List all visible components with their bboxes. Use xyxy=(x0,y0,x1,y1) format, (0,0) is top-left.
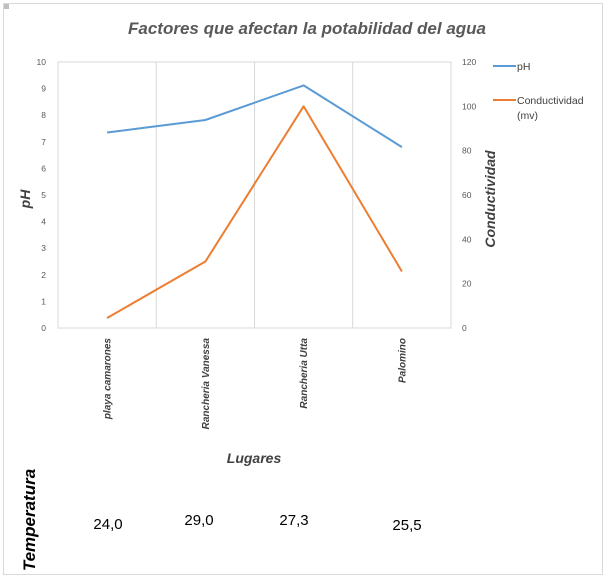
x-category-label: Palomino xyxy=(397,338,408,383)
y-right-tick-label: 120 xyxy=(462,57,476,67)
legend: pH Conductividad (mv) xyxy=(493,61,584,122)
y-left-tick-label: 9 xyxy=(41,84,46,94)
y-left-tick-label: 0 xyxy=(41,323,46,333)
legend-label: (mv) xyxy=(517,110,538,122)
x-axis-categories: playa camarones Rancheria Vanessa Rancheri… xyxy=(103,338,409,430)
y-left-tick-label: 3 xyxy=(41,243,46,253)
chart-frame xyxy=(3,3,603,575)
y-axis-right-ticks: 0 20 40 60 80 100 120 xyxy=(462,57,476,333)
temperature-value: 24,0 xyxy=(93,516,122,533)
x-category-label: Rancheria Vanessa xyxy=(201,338,212,430)
y-axis-left-ticks: 0 1 2 3 4 5 6 7 8 9 10 xyxy=(37,57,47,333)
y-right-tick-label: 100 xyxy=(462,101,476,111)
temperature-row-label: Temperatura xyxy=(20,469,39,571)
x-category-label: playa camarones xyxy=(103,338,114,421)
frame-corner-handle xyxy=(4,4,9,9)
x-axis-label: Lugares xyxy=(227,450,282,466)
y-left-tick-label: 1 xyxy=(41,296,46,306)
temperature-value: 25,5 xyxy=(392,517,421,534)
y-left-tick-label: 8 xyxy=(41,110,46,120)
y-axis-right-label: Conductividad xyxy=(482,150,498,248)
y-left-tick-label: 10 xyxy=(37,57,47,67)
y-right-tick-label: 60 xyxy=(462,190,472,200)
y-right-tick-label: 40 xyxy=(462,234,472,244)
temperature-value: 29,0 xyxy=(184,512,213,529)
legend-label: pH xyxy=(517,61,530,73)
temperature-value: 27,3 xyxy=(279,512,308,529)
y-left-tick-label: 7 xyxy=(41,137,46,147)
series-line-ph xyxy=(106,84,403,148)
y-right-tick-label: 80 xyxy=(462,146,472,156)
y-left-tick-label: 4 xyxy=(41,217,46,227)
x-category-label: Rancheria Utta xyxy=(299,338,310,409)
series-lines xyxy=(106,84,403,319)
temperature-row-values: 24,0 29,0 27,3 25,5 xyxy=(93,512,421,534)
y-left-tick-label: 2 xyxy=(41,270,46,280)
chart-title: Factores que afectan la potabilidad del … xyxy=(128,19,486,38)
y-left-tick-label: 6 xyxy=(41,163,46,173)
legend-item: pH xyxy=(493,61,530,73)
y-left-tick-label: 5 xyxy=(41,190,46,200)
y-right-tick-label: 0 xyxy=(462,323,467,333)
series-line-conductividad xyxy=(106,105,403,319)
gridlines xyxy=(57,61,452,329)
legend-item: Conductividad (mv) xyxy=(493,95,584,122)
legend-label: Conductividad xyxy=(517,95,584,107)
y-right-tick-label: 20 xyxy=(462,279,472,289)
y-axis-left-label: pH xyxy=(17,189,33,210)
